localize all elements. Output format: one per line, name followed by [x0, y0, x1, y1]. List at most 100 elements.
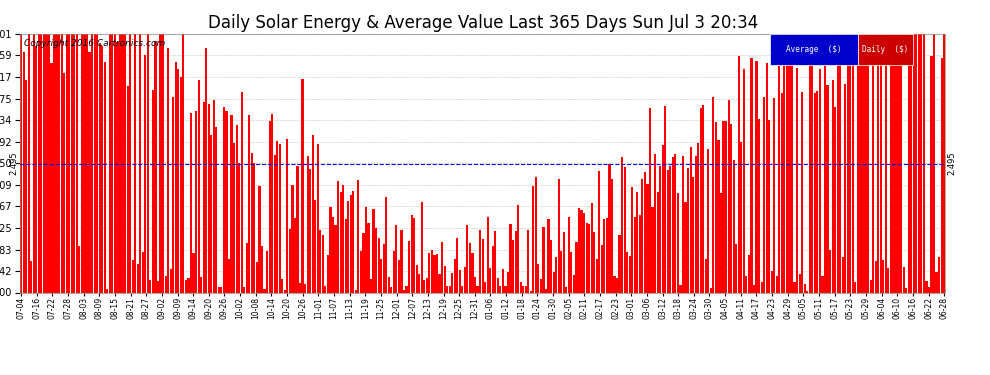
Bar [421, 202, 423, 292]
Bar [302, 79, 304, 292]
Bar [786, 39, 788, 292]
Bar [418, 273, 421, 292]
Bar [702, 105, 704, 292]
Bar [332, 217, 334, 292]
Bar [395, 225, 397, 292]
Bar [200, 278, 202, 292]
Bar [943, 34, 945, 292]
Bar [854, 282, 856, 292]
Bar [908, 34, 910, 292]
Bar [78, 246, 80, 292]
Bar [659, 166, 661, 292]
Bar [512, 240, 514, 292]
Bar [169, 269, 172, 292]
Bar [788, 65, 791, 292]
Bar [278, 144, 281, 292]
Bar [60, 34, 62, 292]
Bar [530, 291, 532, 292]
Bar [347, 201, 349, 292]
Bar [43, 34, 45, 292]
Bar [149, 280, 151, 292]
Bar [666, 170, 669, 292]
Bar [892, 34, 895, 292]
Bar [345, 219, 346, 292]
Bar [550, 240, 552, 292]
Bar [132, 260, 134, 292]
Bar [33, 34, 35, 292]
Bar [783, 35, 785, 292]
Bar [38, 34, 40, 292]
Bar [284, 290, 286, 292]
Bar [109, 34, 111, 292]
Bar [398, 260, 400, 292]
Bar [167, 48, 169, 292]
Bar [494, 231, 496, 292]
Bar [933, 34, 936, 292]
Bar [246, 243, 248, 292]
Bar [154, 41, 156, 292]
Bar [145, 55, 147, 292]
Bar [28, 34, 30, 292]
Bar [738, 56, 740, 292]
Bar [822, 276, 824, 292]
Bar [140, 34, 142, 292]
Bar [221, 287, 223, 292]
Bar [159, 34, 161, 292]
Bar [30, 261, 33, 292]
Bar [406, 286, 408, 292]
Bar [352, 191, 354, 292]
Bar [725, 121, 728, 292]
Bar [314, 201, 317, 292]
Bar [596, 259, 598, 292]
Bar [466, 225, 468, 292]
Bar [547, 219, 549, 292]
Bar [481, 238, 484, 292]
FancyBboxPatch shape [857, 34, 913, 65]
Text: 2.495: 2.495 [947, 152, 956, 176]
Bar [910, 34, 913, 292]
Bar [357, 180, 359, 292]
Bar [517, 205, 519, 292]
Bar [182, 34, 184, 292]
Bar [463, 267, 466, 292]
Bar [565, 287, 567, 292]
Bar [244, 286, 246, 292]
Bar [218, 287, 220, 292]
Bar [111, 34, 114, 292]
Bar [874, 261, 877, 292]
Bar [377, 238, 380, 292]
Bar [753, 285, 755, 292]
Bar [122, 34, 124, 292]
Bar [157, 281, 159, 292]
Bar [375, 228, 377, 292]
Bar [434, 255, 436, 292]
Bar [608, 164, 611, 292]
Bar [528, 231, 530, 292]
Bar [393, 251, 395, 292]
Bar [877, 34, 879, 292]
Bar [765, 63, 767, 292]
Bar [770, 271, 773, 292]
Bar [733, 160, 735, 292]
Bar [73, 34, 75, 292]
Bar [614, 276, 616, 292]
Bar [258, 186, 260, 292]
Bar [639, 215, 641, 292]
Bar [642, 179, 644, 292]
Bar [299, 283, 301, 292]
Bar [689, 147, 692, 292]
Bar [758, 119, 760, 292]
Bar [692, 177, 694, 292]
Bar [543, 227, 545, 292]
Bar [504, 286, 507, 292]
Bar [70, 34, 73, 292]
Bar [499, 286, 502, 292]
Bar [273, 154, 276, 292]
Bar [555, 257, 557, 292]
Bar [814, 93, 816, 292]
Bar [669, 166, 671, 292]
Bar [198, 80, 200, 292]
Bar [76, 34, 78, 292]
Bar [880, 34, 882, 292]
Bar [281, 279, 283, 292]
